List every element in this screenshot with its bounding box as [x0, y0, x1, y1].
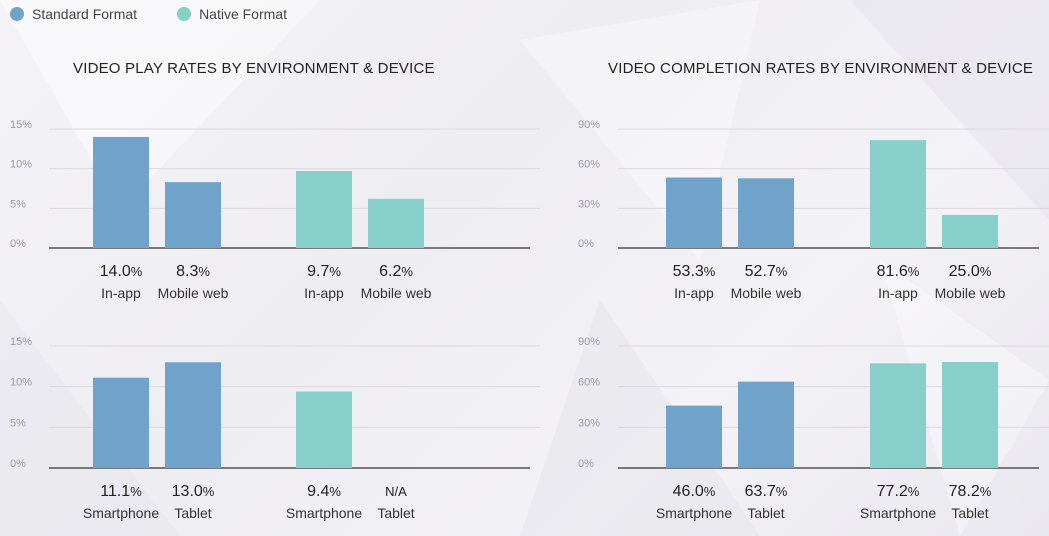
- data-label: 46.0%: [673, 483, 716, 500]
- category-label: In-app: [878, 285, 918, 301]
- y-tick-label: 15%: [10, 119, 32, 131]
- bar: [738, 381, 794, 468]
- chart-play-device: 0% 5% 10% 15% 11.1% Smartphone 13.0% Tablet 9.4%…: [10, 336, 540, 521]
- data-label: 77.2%: [877, 483, 920, 500]
- data-label: N/A: [385, 484, 407, 499]
- y-tick-label: 60%: [578, 377, 600, 389]
- category-label: Tablet: [951, 505, 988, 521]
- bar: [870, 140, 926, 248]
- chart-completion-environment: 0% 30% 60% 90% 53.3% In-app 52.7% Mobile web 81.…: [578, 119, 1049, 301]
- data-label: 81.6%: [877, 263, 920, 280]
- category-label: In-app: [101, 285, 141, 301]
- y-tick-label: 0%: [10, 238, 26, 250]
- data-label: 53.3%: [673, 263, 716, 280]
- bar: [942, 361, 998, 468]
- category-label: In-app: [304, 285, 344, 301]
- completion-rates-title: VIDEO COMPLETION RATES BY ENVIRONMENT & …: [608, 60, 1034, 77]
- data-label: 13.0%: [172, 483, 215, 500]
- legend-swatch-native: [177, 7, 192, 21]
- y-tick-label: 90%: [578, 119, 600, 131]
- y-tick-label: 10%: [10, 159, 32, 171]
- category-label: Tablet: [174, 505, 211, 521]
- data-label: 8.3%: [176, 263, 210, 280]
- bar: [870, 363, 926, 468]
- category-label: Tablet: [377, 505, 414, 521]
- legend-label-standard: Standard Format: [32, 6, 138, 22]
- category-label: Smartphone: [286, 505, 362, 521]
- y-tick-label: 30%: [578, 417, 600, 429]
- data-label: 63.7%: [745, 483, 788, 500]
- category-label: Mobile web: [361, 285, 432, 301]
- category-label: Tablet: [747, 505, 784, 521]
- category-label: Smartphone: [656, 505, 732, 521]
- data-label: 9.4%: [307, 483, 341, 500]
- data-label: 78.2%: [949, 483, 992, 500]
- chart-play-environment: 0% 5% 10% 15% 14.0% In-app 8.3% Mobile web 9.7% I…: [10, 119, 540, 301]
- legend: Standard Format Native Format: [10, 6, 287, 22]
- y-tick-label: 30%: [578, 198, 600, 210]
- bar: [93, 377, 149, 468]
- y-tick-label: 10%: [10, 377, 32, 389]
- data-label: 52.7%: [745, 263, 788, 280]
- category-label: Mobile web: [731, 285, 802, 301]
- y-tick-label: 15%: [10, 336, 32, 348]
- chart-completion-device: 0% 30% 60% 90% 46.0% Smartphone 63.7% Tablet 77.…: [578, 336, 1049, 521]
- y-tick-label: 5%: [10, 198, 26, 210]
- bar: [666, 405, 722, 468]
- data-label: 6.2%: [379, 263, 413, 280]
- category-label: Mobile web: [158, 285, 229, 301]
- category-label: Smartphone: [83, 505, 159, 521]
- bar: [666, 177, 722, 248]
- bar: [165, 182, 221, 248]
- category-label: Smartphone: [860, 505, 936, 521]
- y-tick-label: 0%: [578, 238, 594, 250]
- bar: [165, 362, 221, 468]
- play-rates-title: VIDEO PLAY RATES BY ENVIRONMENT & DEVICE: [73, 60, 435, 77]
- bar: [296, 171, 352, 248]
- bar: [942, 214, 998, 248]
- data-label: 9.7%: [307, 263, 341, 280]
- y-tick-label: 5%: [10, 417, 26, 429]
- category-label: In-app: [674, 285, 714, 301]
- y-tick-label: 60%: [578, 159, 600, 171]
- bar: [93, 136, 149, 248]
- y-tick-label: 90%: [578, 336, 600, 348]
- data-label: 25.0%: [949, 263, 992, 280]
- data-label: 11.1%: [100, 483, 142, 500]
- y-tick-label: 0%: [578, 458, 594, 470]
- legend-swatch-standard: [10, 7, 24, 21]
- data-label: 14.0%: [100, 263, 143, 280]
- bar: [368, 198, 424, 248]
- bar: [296, 391, 352, 468]
- legend-item-standard: Standard Format: [10, 6, 137, 22]
- y-tick-label: 0%: [10, 458, 26, 470]
- legend-label-native: Native Format: [199, 6, 287, 22]
- bar: [738, 178, 794, 248]
- legend-item-native: Native Format: [177, 6, 287, 22]
- category-label: Mobile web: [935, 285, 1006, 301]
